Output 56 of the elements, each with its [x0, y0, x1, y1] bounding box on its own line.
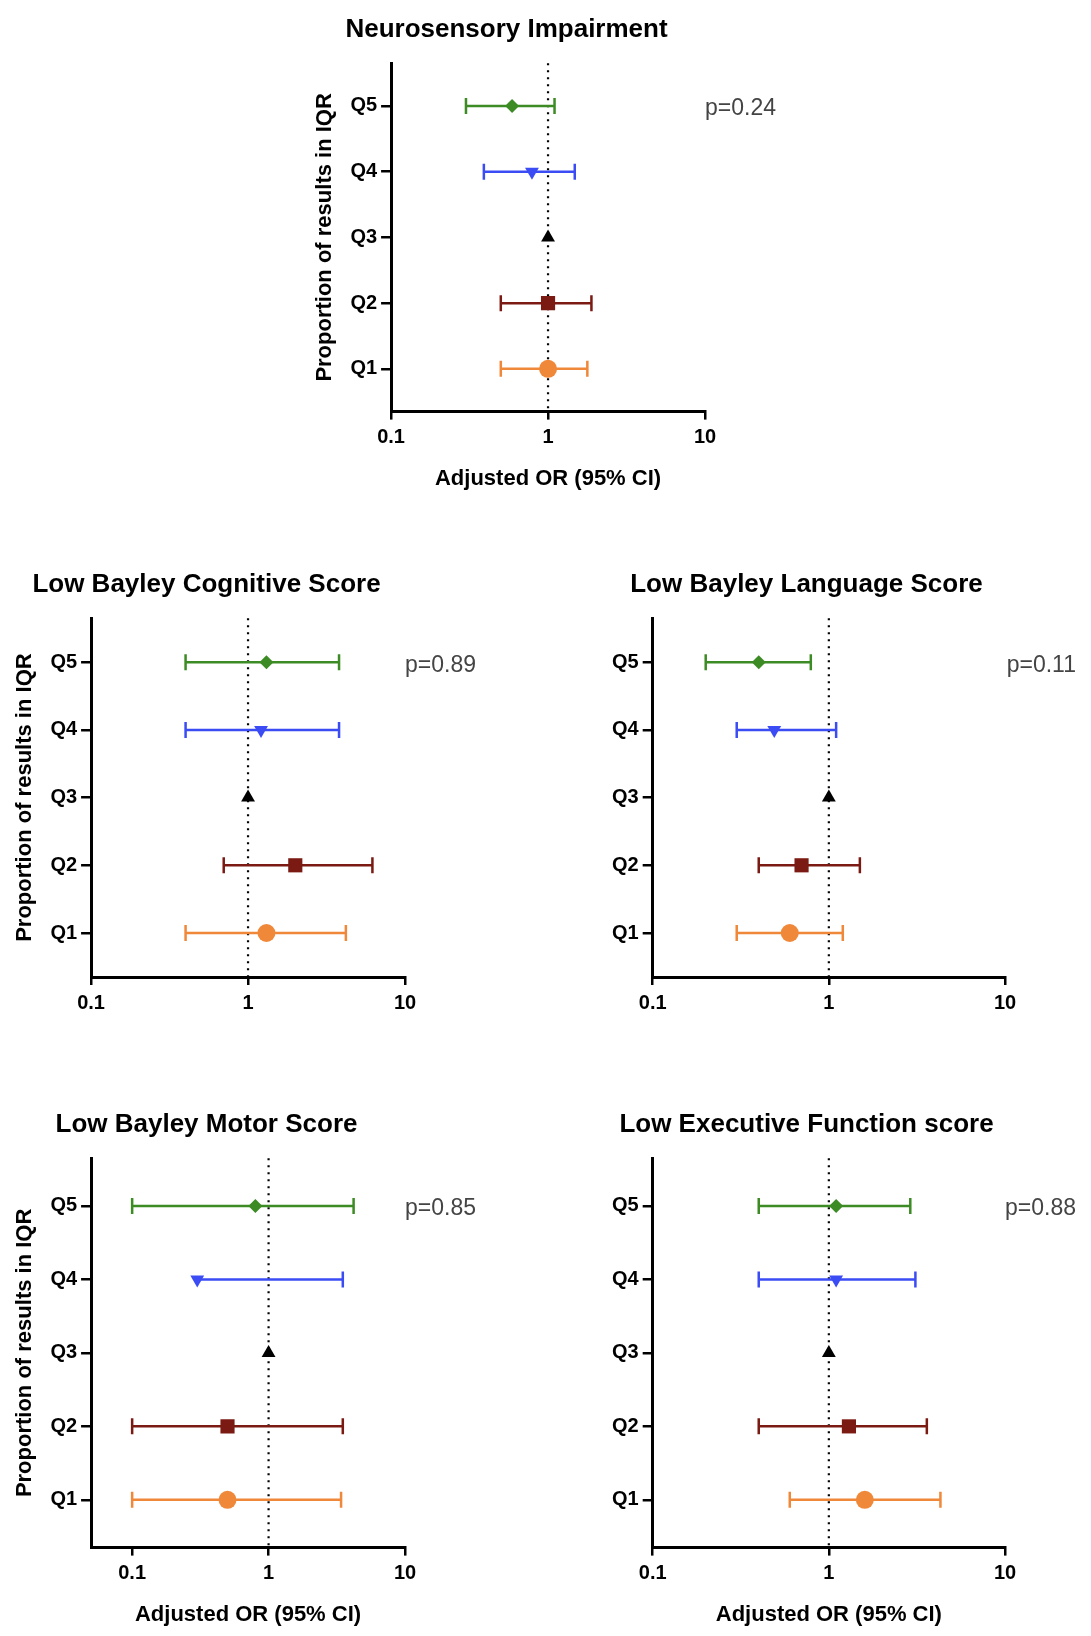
annotation: p=0.89 — [405, 650, 476, 677]
chart-title: Low Executive Function score — [619, 1107, 994, 1138]
x-tick-label: 0.1 — [377, 425, 405, 448]
x-tick-label: 0.1 — [638, 1561, 667, 1584]
y-axis-title: Proportion of results in IQR — [311, 93, 337, 382]
y-tick-label: Q5 — [350, 93, 378, 116]
x-tick-label: 1 — [242, 990, 254, 1013]
y-tick-label: Q2 — [50, 852, 78, 875]
y-tick-label: Q1 — [611, 920, 639, 943]
y-tick-label: Q3 — [350, 224, 378, 247]
x-tick-label: 1 — [263, 1561, 275, 1584]
x-tick-label: 10 — [993, 990, 1017, 1013]
chart-title: Low Bayley Motor Score — [55, 1107, 358, 1138]
x-tick-label: 1 — [542, 425, 554, 448]
y-axis-title: Proportion of results in IQR — [11, 653, 37, 942]
x-tick-label: 1 — [823, 1561, 835, 1584]
y-tick-label: Q3 — [50, 1340, 78, 1363]
y-tick-label: Q4 — [50, 1266, 78, 1289]
x-tick-label: 10 — [393, 990, 417, 1013]
y-tick-label: Q5 — [50, 649, 78, 672]
y-tick-label: Q5 — [50, 1193, 78, 1216]
y-tick-label: Q5 — [611, 649, 639, 672]
y-tick-label: Q1 — [50, 1487, 78, 1510]
y-tick-label: Q5 — [611, 1193, 639, 1216]
x-tick-label: 0.1 — [77, 990, 105, 1013]
annotation: p=0.24 — [705, 94, 777, 121]
y-axis-title: Proportion of results in IQR — [11, 1208, 37, 1498]
y-tick-label: Q2 — [611, 852, 639, 875]
chart-title: Low Bayley Cognitive Score — [32, 567, 381, 598]
y-tick-label: Q4 — [350, 159, 378, 182]
x-axis-title: Adjusted OR (95% CI) — [434, 464, 662, 490]
y-tick-label: Q3 — [611, 1340, 639, 1363]
y-tick-label: Q1 — [50, 920, 78, 943]
annotation: p=0.85 — [405, 1194, 476, 1221]
y-tick-label: Q2 — [350, 290, 378, 313]
y-tick-label: Q4 — [50, 717, 78, 740]
x-tick-label: 10 — [993, 1561, 1017, 1584]
y-tick-label: Q3 — [50, 785, 78, 808]
x-tick-label: 0.1 — [118, 1561, 147, 1584]
y-tick-label: Q4 — [611, 717, 640, 740]
y-tick-label: Q2 — [611, 1413, 639, 1436]
annotation: p=0.88 — [1005, 1194, 1076, 1221]
y-tick-label: Q3 — [611, 785, 639, 808]
x-axis-title: Adjusted OR (95% CI) — [715, 1600, 942, 1626]
text: p=0.11 — [1006, 650, 1076, 677]
chart-title: Low Bayley Language Score — [630, 567, 983, 598]
y-tick-label: Q1 — [350, 356, 378, 379]
y-tick-label: Q2 — [50, 1413, 78, 1436]
y-tick-label: Q1 — [611, 1487, 639, 1510]
x-tick-label: 10 — [393, 1561, 417, 1584]
x-tick-label: 0.1 — [638, 990, 667, 1013]
x-tick-label: 1 — [823, 990, 835, 1013]
y-tick-label: Q4 — [611, 1266, 640, 1289]
x-tick-label: 10 — [693, 425, 717, 448]
x-axis-title: Adjusted OR (95% CI) — [134, 1600, 362, 1626]
chart-title: Neurosensory Impairment — [345, 12, 668, 43]
